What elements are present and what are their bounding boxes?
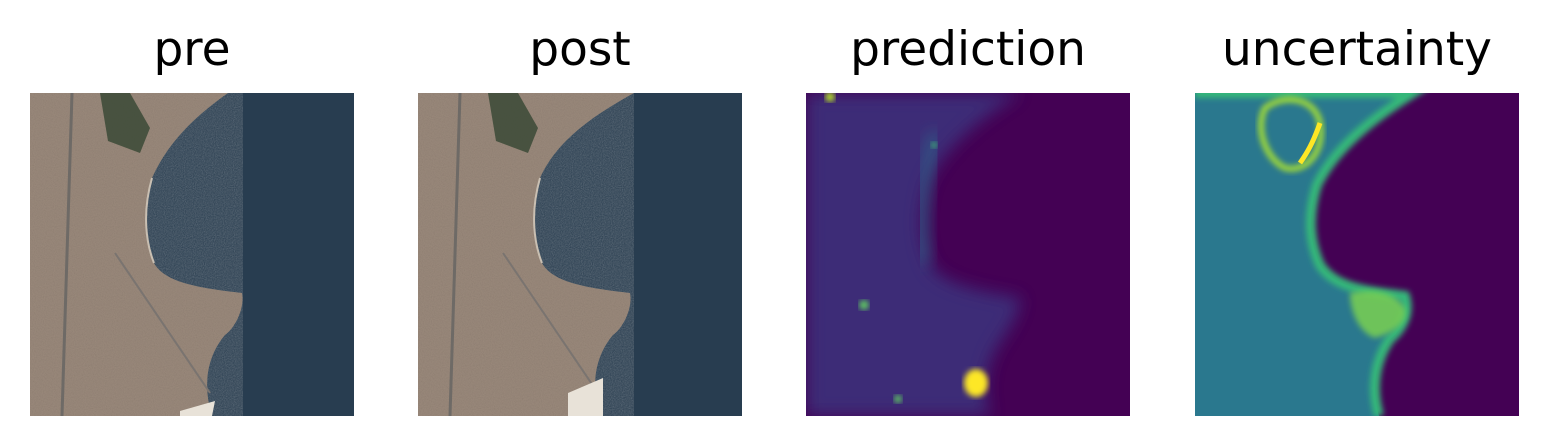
pre-satellite-image <box>30 93 354 416</box>
uncertainty-title: uncertainty <box>1222 22 1492 77</box>
prediction-title: prediction <box>850 22 1086 77</box>
post-satellite-image <box>418 93 742 416</box>
prediction-heatmap <box>806 93 1130 416</box>
pre-title: pre <box>153 22 231 77</box>
uncertainty-heatmap <box>1195 93 1519 416</box>
post-title: post <box>529 22 631 77</box>
